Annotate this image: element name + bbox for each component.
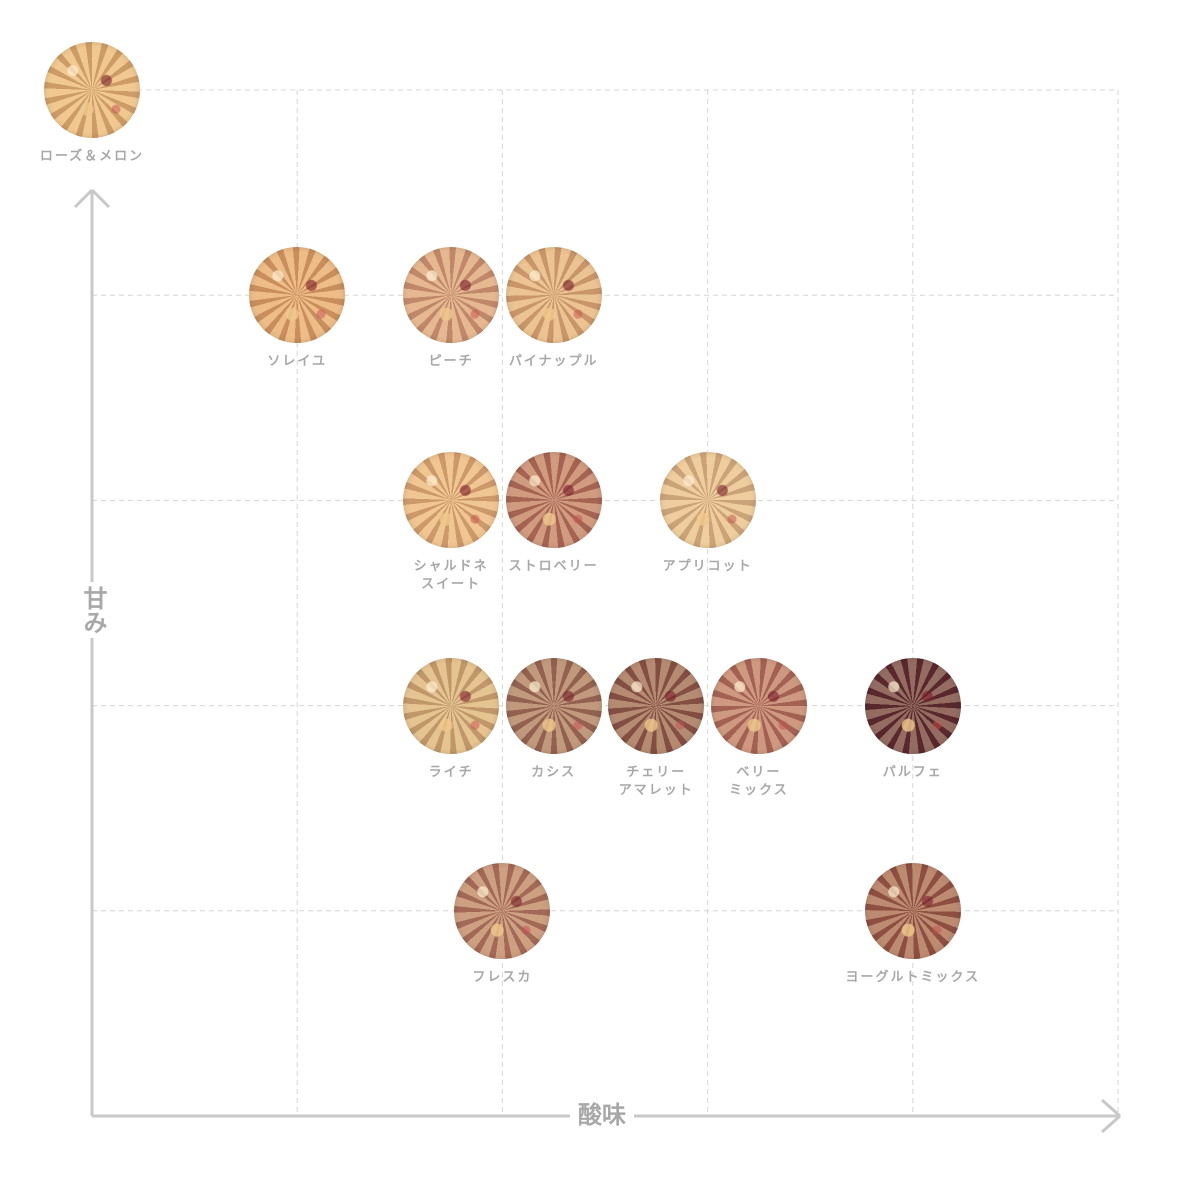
tea-point[interactable] <box>659 452 756 549</box>
y-axis-label: 甘み <box>78 582 107 638</box>
tea-point[interactable] <box>710 657 807 754</box>
tea-point[interactable] <box>249 247 346 344</box>
tea-label: フレスカ <box>472 969 533 985</box>
x-axis-arrow <box>1101 1098 1121 1118</box>
tea-point[interactable] <box>454 862 551 959</box>
y-axis-arrow <box>90 188 111 209</box>
tea-label: パルフェ <box>882 764 943 780</box>
tea-point[interactable] <box>864 862 961 959</box>
tea-label: アプリコット <box>662 559 753 575</box>
tea-label: ヨーグルトミックス <box>845 969 981 985</box>
tea-label: カシス <box>531 764 577 780</box>
tea-point[interactable] <box>403 247 500 344</box>
tea-point[interactable] <box>608 657 705 754</box>
tea-label: パイナップル <box>508 354 599 370</box>
tea-label: シャルドネ スイート <box>413 559 489 593</box>
tea-point[interactable] <box>44 42 140 138</box>
y-axis-arrow <box>73 188 94 209</box>
tea-point[interactable] <box>403 657 500 754</box>
tea-label: ストロベリー <box>508 559 599 575</box>
tea-label: ベリー ミックス <box>729 764 789 798</box>
tea-label: ライチ <box>428 764 474 780</box>
tea-point[interactable] <box>505 657 602 754</box>
tea-point[interactable] <box>505 247 602 344</box>
tea-label: チェリー アマレット <box>618 764 694 798</box>
x-axis-arrow <box>1101 1114 1121 1134</box>
tea-point[interactable] <box>505 452 602 549</box>
tea-label: ソレイユ <box>267 354 328 370</box>
x-axis-label: 酸味 <box>570 1102 634 1128</box>
tea-point[interactable] <box>403 452 500 549</box>
tea-label: ローズ＆メロン <box>39 149 145 164</box>
tea-point[interactable] <box>864 657 961 754</box>
tea-label: ピーチ <box>428 354 474 370</box>
